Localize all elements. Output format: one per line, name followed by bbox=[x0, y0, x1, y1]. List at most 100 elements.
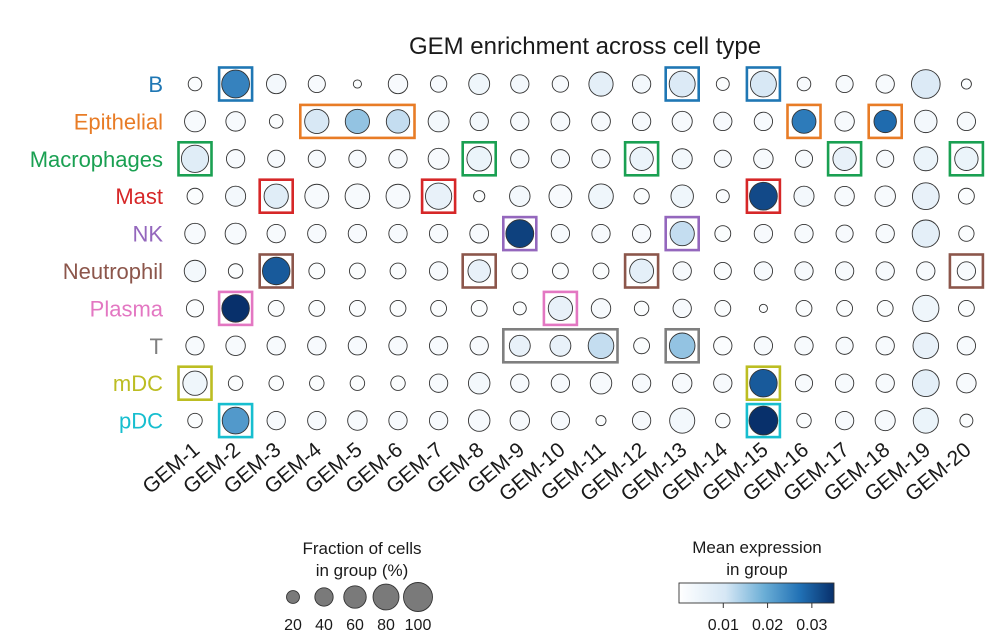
dot-epithelial-gem-4 bbox=[304, 108, 330, 134]
dot-b-gem-17 bbox=[835, 74, 854, 94]
dot-epithelial-gem-19 bbox=[914, 109, 938, 134]
dot-mdc-gem-11 bbox=[589, 372, 613, 395]
dot-macrophages-gem-9 bbox=[510, 149, 530, 169]
dot-mdc-gem-12 bbox=[631, 373, 652, 393]
dot-b-gem-13 bbox=[668, 70, 696, 98]
dot-b-gem-6 bbox=[387, 73, 409, 95]
dot-t-gem-2 bbox=[225, 335, 246, 356]
highlight-box-neutrophil bbox=[258, 253, 295, 289]
dot-t-gem-3 bbox=[266, 336, 286, 356]
dot-mdc-gem-8 bbox=[468, 372, 491, 395]
dot-t-gem-8 bbox=[469, 336, 489, 356]
highlight-box-nk bbox=[501, 215, 538, 252]
dot-neutrophil-gem-10 bbox=[552, 262, 569, 280]
dot-epithelial-gem-3 bbox=[268, 114, 284, 129]
row-label: Epithelial bbox=[74, 109, 163, 134]
dot-t-gem-19 bbox=[912, 332, 940, 360]
dot-pdc-gem-11 bbox=[595, 415, 607, 427]
dot-b-gem-2 bbox=[221, 69, 250, 99]
size-legend-dot bbox=[343, 585, 367, 609]
size-legend-dot bbox=[314, 587, 334, 607]
size-legend-label: 60 bbox=[346, 617, 364, 634]
dot-epithelial-gem-17 bbox=[834, 111, 855, 132]
dot-pdc-gem-17 bbox=[834, 410, 855, 431]
highlight-box-macrophages bbox=[623, 141, 660, 177]
dot-mast-gem-2 bbox=[225, 185, 247, 207]
dot-mast-gem-12 bbox=[633, 188, 650, 205]
dot-nk-gem-16 bbox=[794, 223, 814, 244]
dot-mdc-gem-9 bbox=[510, 373, 530, 393]
dot-nk-gem-5 bbox=[347, 223, 368, 244]
highlight-box-plasma bbox=[542, 290, 579, 327]
dot-neutrophil-gem-16 bbox=[794, 261, 814, 281]
dot-neutrophil-gem-13 bbox=[672, 261, 692, 281]
dot-t-gem-17 bbox=[835, 336, 854, 355]
highlight-box-mdc bbox=[745, 365, 782, 402]
column-labels: GEM-1GEM-2GEM-3GEM-4GEM-5GEM-6GEM-7GEM-8… bbox=[138, 438, 975, 506]
dot-nk-gem-18 bbox=[875, 223, 895, 244]
dot-pdc-gem-10 bbox=[550, 410, 571, 431]
dot-macrophages-gem-6 bbox=[388, 149, 408, 169]
dot-b-gem-9 bbox=[510, 74, 530, 94]
dot-b-gem-3 bbox=[266, 73, 287, 95]
row-label: Plasma bbox=[90, 296, 164, 321]
dot-pdc-gem-4 bbox=[307, 410, 327, 431]
dot-pdc-gem-1 bbox=[187, 412, 203, 429]
dot-macrophages-gem-19 bbox=[913, 146, 939, 172]
dot-nk-gem-17 bbox=[835, 224, 854, 243]
dot-macrophages-gem-7 bbox=[427, 147, 450, 170]
dot-mast-gem-9 bbox=[509, 185, 531, 207]
dot-plasma-gem-10 bbox=[547, 295, 573, 321]
dot-epithelial-gem-16 bbox=[791, 108, 817, 134]
dot-epithelial-gem-2 bbox=[225, 111, 246, 132]
dot-nk-gem-2 bbox=[224, 222, 247, 245]
dot-t-gem-10 bbox=[549, 334, 572, 357]
dot-plasma-gem-19 bbox=[912, 294, 940, 322]
size-legend-title: in group (%) bbox=[316, 561, 409, 580]
dot-epithelial-gem-12 bbox=[631, 111, 652, 132]
dot-epithelial-gem-11 bbox=[591, 111, 611, 132]
dot-pdc-gem-12 bbox=[631, 410, 652, 431]
dot-mdc-gem-19 bbox=[911, 369, 940, 398]
dot-t-gem-1 bbox=[185, 336, 205, 356]
dot-epithelial-gem-9 bbox=[510, 111, 530, 132]
dot-plasma-gem-16 bbox=[795, 300, 813, 317]
highlight-box-plasma bbox=[217, 290, 254, 327]
highlight-box-t bbox=[501, 327, 619, 364]
dot-plasma-gem-7 bbox=[430, 300, 447, 317]
dot-b-gem-15 bbox=[749, 70, 777, 98]
dot-pdc-gem-19 bbox=[912, 407, 939, 434]
highlight-box-b bbox=[664, 66, 701, 102]
dot-neutrophil-gem-9 bbox=[511, 262, 529, 280]
dot-mast-gem-8 bbox=[473, 190, 486, 203]
highlight-box-b bbox=[217, 66, 254, 102]
dot-nk-gem-10 bbox=[550, 223, 571, 244]
dot-nk-gem-7 bbox=[428, 223, 449, 244]
dot-macrophages-gem-4 bbox=[307, 149, 326, 168]
highlight-box-pdc bbox=[745, 402, 782, 439]
dot-mast-gem-5 bbox=[344, 183, 371, 209]
dot-t-gem-20 bbox=[956, 336, 977, 356]
dot-mast-gem-20 bbox=[958, 187, 975, 205]
dot-plasma-gem-4 bbox=[308, 300, 326, 317]
dot-pdc-gem-2 bbox=[221, 406, 250, 435]
size-legend-label: 20 bbox=[284, 617, 302, 634]
dot-neutrophil-gem-12 bbox=[629, 258, 655, 284]
highlight-box-mast bbox=[420, 178, 457, 214]
highlight-boxes bbox=[177, 66, 985, 439]
dots bbox=[180, 69, 979, 436]
highlight-box-pdc bbox=[217, 402, 254, 439]
dot-mdc-gem-1 bbox=[182, 370, 208, 396]
dot-b-gem-14 bbox=[715, 77, 730, 91]
row-label: Neutrophil bbox=[63, 259, 163, 284]
dot-nk-gem-11 bbox=[591, 223, 611, 244]
dot-macrophages-gem-12 bbox=[629, 146, 654, 171]
row-label: T bbox=[150, 334, 163, 359]
size-legend-label: 100 bbox=[405, 617, 432, 634]
dot-mdc-gem-4 bbox=[309, 375, 325, 391]
dot-mast-gem-13 bbox=[670, 184, 694, 208]
row-label: Macrophages bbox=[30, 147, 163, 172]
dot-macrophages-gem-2 bbox=[225, 149, 246, 169]
